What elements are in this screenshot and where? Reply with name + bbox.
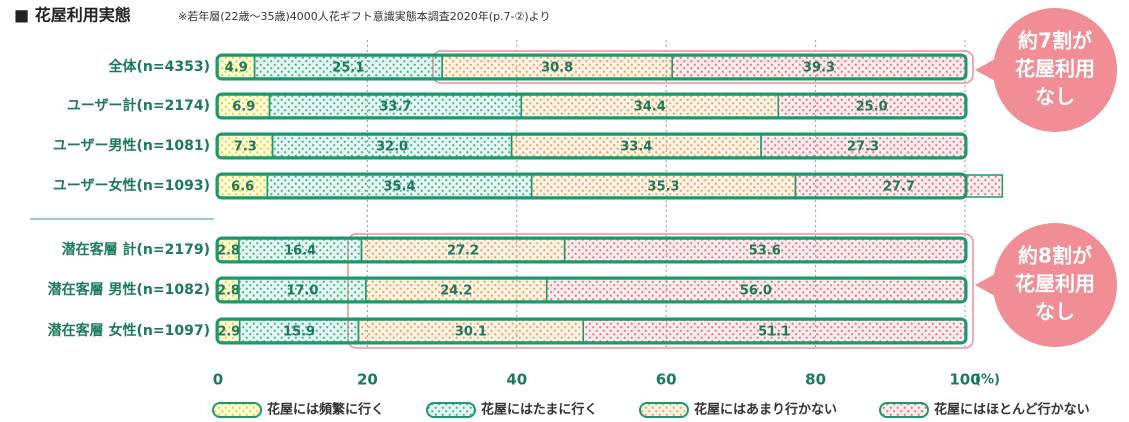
value-label: 27.3 bbox=[847, 140, 879, 155]
chart-title: ■ 花屋利用実態 bbox=[14, 6, 131, 25]
value-label: 25.1 bbox=[332, 61, 364, 76]
legend-label: 花屋には頻繁に行く bbox=[267, 402, 384, 418]
callout-bubble bbox=[993, 8, 1117, 132]
legend-swatch bbox=[212, 402, 262, 418]
value-label: 51.1 bbox=[758, 325, 790, 340]
value-label: 6.6 bbox=[231, 180, 254, 195]
legend-label: 花屋にはたまに行く bbox=[481, 402, 597, 418]
value-label: 16.4 bbox=[284, 244, 316, 259]
bar-outline bbox=[215, 53, 968, 81]
value-label: 27.7 bbox=[883, 180, 915, 195]
value-label: 25.0 bbox=[856, 100, 888, 115]
category-label: ユーザー女性(n=1093) bbox=[53, 177, 210, 194]
x-tick-label: 0 bbox=[213, 371, 223, 389]
value-label: 24.2 bbox=[440, 284, 472, 299]
value-label: 35.3 bbox=[648, 180, 680, 195]
category-label: 全体(n=4353) bbox=[108, 58, 210, 75]
bar-outline bbox=[215, 172, 968, 200]
x-tick-label: 80 bbox=[805, 371, 826, 389]
value-label: 2.8 bbox=[217, 244, 240, 259]
x-tick-label: 40 bbox=[506, 371, 527, 389]
value-label: 6.9 bbox=[232, 100, 255, 115]
value-label: 39.3 bbox=[803, 61, 835, 76]
x-tick-label: 20 bbox=[357, 371, 378, 389]
bar-outline bbox=[215, 317, 968, 345]
value-label: 15.9 bbox=[283, 325, 315, 340]
value-label: 4.9 bbox=[225, 61, 248, 76]
value-label: 30.8 bbox=[541, 61, 573, 76]
legend-swatch bbox=[426, 402, 476, 418]
bar-outline bbox=[215, 92, 968, 120]
callout-pointer bbox=[975, 58, 997, 82]
value-label: 2.8 bbox=[217, 284, 240, 299]
value-label: 27.2 bbox=[447, 244, 479, 259]
bar-outline bbox=[215, 236, 968, 264]
category-label: ユーザー男性(n=1081) bbox=[53, 137, 210, 154]
value-label: 2.9 bbox=[217, 325, 240, 340]
value-label: 34.4 bbox=[634, 100, 666, 115]
bar-outline bbox=[215, 132, 968, 160]
callout-text: 約7割が bbox=[1018, 29, 1092, 53]
chart-subtitle: ※若年層(22歳～35歳)4000人花ギフト意識実態本調査2020年(p.7-②… bbox=[178, 9, 550, 23]
legend-swatch bbox=[639, 402, 689, 418]
value-label: 33.7 bbox=[379, 100, 411, 115]
callout-text: なし bbox=[1035, 85, 1075, 109]
callout-text: 花屋利用 bbox=[1015, 272, 1095, 296]
category-label: 潜在客層 男性(n=1082) bbox=[48, 281, 210, 298]
x-tick-label: 100 bbox=[949, 371, 980, 389]
value-label: 33.4 bbox=[620, 140, 652, 155]
value-label: 35.4 bbox=[383, 180, 415, 195]
value-label: 53.6 bbox=[749, 244, 781, 259]
callout-text: 約8割が bbox=[1018, 244, 1092, 268]
legend-label: 花屋にはあまり行かない bbox=[694, 402, 837, 418]
legend-swatch bbox=[879, 402, 929, 418]
value-label: 7.3 bbox=[234, 140, 257, 155]
legend-label: 花屋にはほとんど行かない bbox=[934, 402, 1090, 418]
category-label: 潜在客層 計(n=2179) bbox=[62, 241, 210, 258]
value-label: 30.1 bbox=[455, 325, 487, 340]
value-label: 56.0 bbox=[740, 284, 772, 299]
callout-bubble bbox=[993, 223, 1117, 347]
category-label: ユーザー計(n=2174) bbox=[67, 97, 210, 114]
category-label: 潜在客層 女性(n=1097) bbox=[48, 322, 210, 339]
callout-text: なし bbox=[1035, 300, 1075, 324]
value-label: 17.0 bbox=[286, 284, 318, 299]
bar-outline bbox=[215, 276, 968, 304]
callout-pointer bbox=[975, 273, 997, 297]
x-tick-label: 60 bbox=[656, 371, 677, 389]
callout-text: 花屋利用 bbox=[1015, 57, 1095, 81]
x-unit: (%) bbox=[975, 373, 1000, 388]
value-label: 32.0 bbox=[376, 140, 408, 155]
